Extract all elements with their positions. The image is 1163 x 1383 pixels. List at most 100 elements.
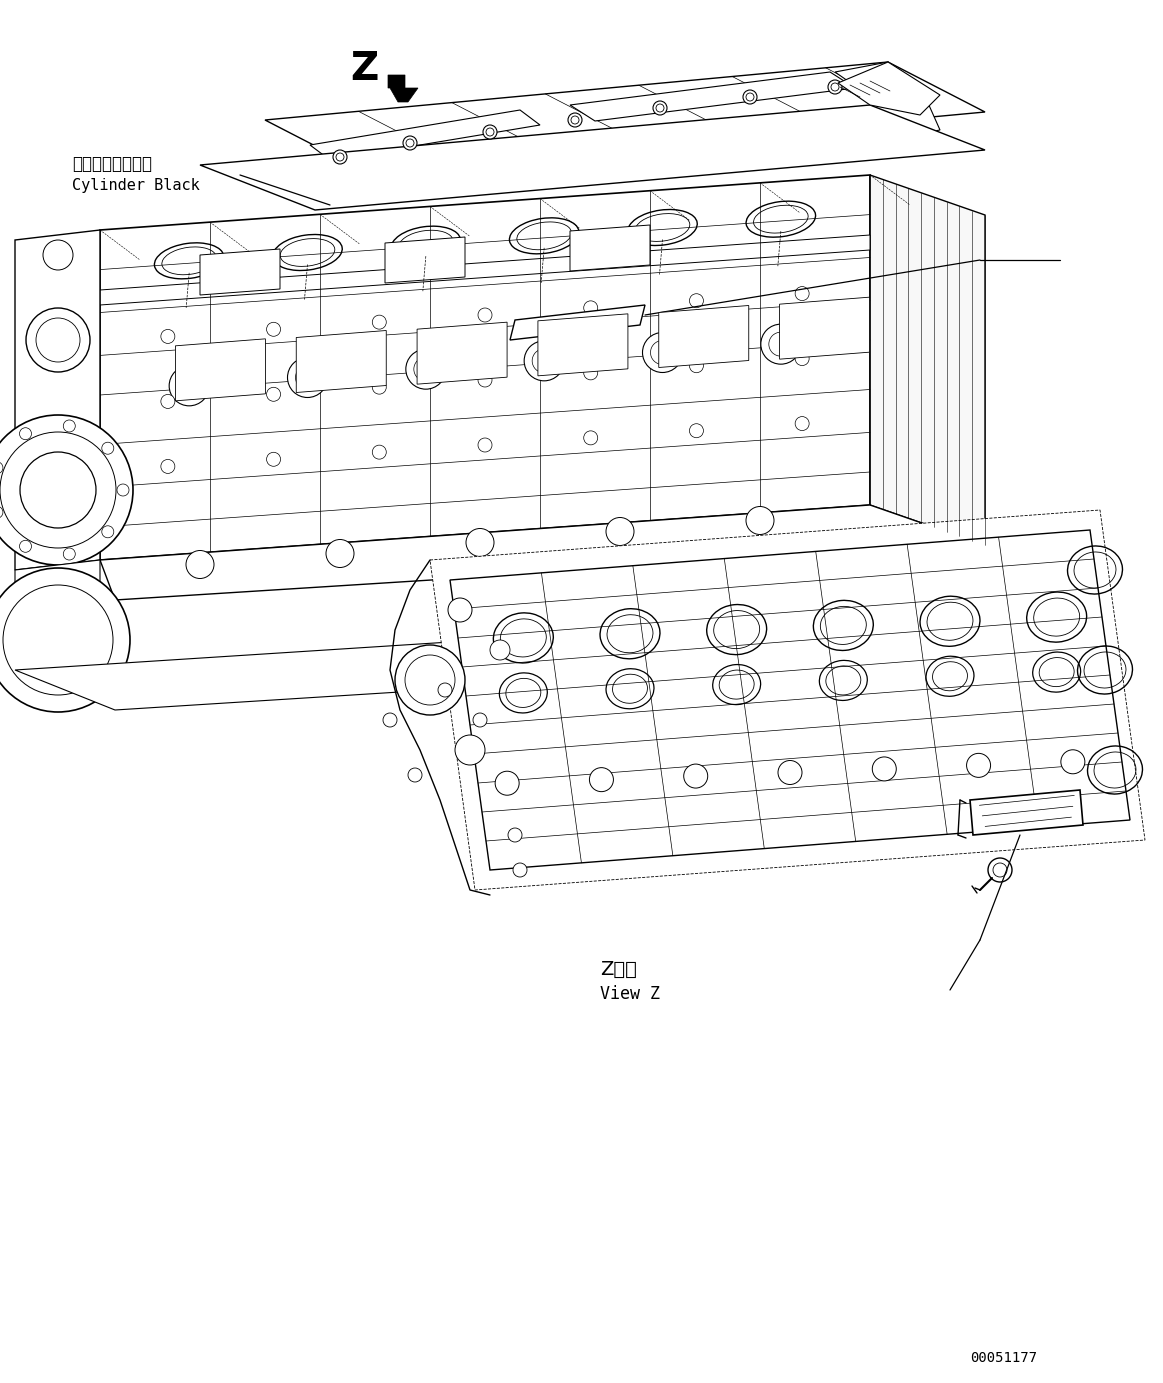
Circle shape <box>326 539 354 567</box>
Circle shape <box>495 772 519 795</box>
Circle shape <box>584 431 598 445</box>
Circle shape <box>36 318 80 362</box>
Polygon shape <box>176 339 265 401</box>
Polygon shape <box>570 72 855 120</box>
Circle shape <box>63 420 76 431</box>
Circle shape <box>652 101 668 115</box>
Circle shape <box>0 431 116 548</box>
Polygon shape <box>200 105 985 210</box>
Polygon shape <box>385 236 465 284</box>
Circle shape <box>872 757 897 781</box>
Circle shape <box>795 286 809 300</box>
Circle shape <box>795 351 809 365</box>
Circle shape <box>966 754 991 777</box>
Circle shape <box>438 683 452 697</box>
Circle shape <box>473 714 487 727</box>
Circle shape <box>490 640 511 660</box>
Polygon shape <box>430 510 1146 891</box>
Text: View Z: View Z <box>600 985 659 1003</box>
Circle shape <box>690 358 704 372</box>
Text: Cylinder Black: Cylinder Black <box>72 178 200 194</box>
Circle shape <box>406 349 445 389</box>
Circle shape <box>160 329 174 343</box>
Circle shape <box>478 308 492 322</box>
Circle shape <box>287 357 328 397</box>
Circle shape <box>832 83 839 91</box>
Circle shape <box>20 452 97 528</box>
Circle shape <box>769 332 793 357</box>
Circle shape <box>448 597 472 622</box>
Circle shape <box>266 387 280 401</box>
Circle shape <box>177 373 201 398</box>
Circle shape <box>414 357 437 382</box>
Polygon shape <box>658 306 749 368</box>
Polygon shape <box>265 62 985 170</box>
Circle shape <box>571 116 579 124</box>
Circle shape <box>989 857 1012 882</box>
Polygon shape <box>868 84 940 140</box>
Polygon shape <box>839 62 940 115</box>
Circle shape <box>26 308 90 372</box>
Polygon shape <box>870 176 985 545</box>
Polygon shape <box>15 230 100 570</box>
Circle shape <box>745 93 754 101</box>
Polygon shape <box>511 306 645 340</box>
Text: Z: Z <box>350 50 378 89</box>
Text: 00051177: 00051177 <box>970 1351 1037 1365</box>
Circle shape <box>102 526 114 538</box>
Circle shape <box>584 301 598 315</box>
Circle shape <box>745 506 775 534</box>
Circle shape <box>882 77 896 93</box>
Circle shape <box>455 734 485 765</box>
Circle shape <box>372 315 386 329</box>
Circle shape <box>160 459 174 473</box>
Polygon shape <box>970 790 1083 835</box>
Polygon shape <box>15 560 100 669</box>
Circle shape <box>513 863 527 877</box>
Circle shape <box>1061 750 1085 773</box>
Circle shape <box>993 863 1007 877</box>
Circle shape <box>478 438 492 452</box>
Circle shape <box>20 541 31 552</box>
Circle shape <box>117 484 129 496</box>
Polygon shape <box>538 314 628 376</box>
Polygon shape <box>100 176 870 560</box>
Circle shape <box>584 366 598 380</box>
Circle shape <box>650 340 675 365</box>
Circle shape <box>656 104 664 112</box>
Circle shape <box>0 568 130 712</box>
Circle shape <box>0 462 3 474</box>
Circle shape <box>395 644 465 715</box>
Circle shape <box>466 528 494 556</box>
Circle shape <box>169 366 209 405</box>
Circle shape <box>525 340 564 380</box>
Circle shape <box>690 423 704 437</box>
Circle shape <box>160 394 174 408</box>
Circle shape <box>606 517 634 545</box>
Circle shape <box>0 506 3 519</box>
Circle shape <box>20 427 31 440</box>
Circle shape <box>102 443 114 454</box>
Polygon shape <box>779 297 870 360</box>
Circle shape <box>336 154 344 160</box>
Circle shape <box>690 293 704 307</box>
Polygon shape <box>297 331 386 393</box>
Circle shape <box>333 149 347 165</box>
Circle shape <box>408 768 422 781</box>
Circle shape <box>372 445 386 459</box>
Circle shape <box>43 241 73 270</box>
Polygon shape <box>388 75 418 102</box>
Polygon shape <box>418 322 507 384</box>
Polygon shape <box>100 235 870 306</box>
Circle shape <box>590 768 613 791</box>
Circle shape <box>568 113 582 127</box>
Polygon shape <box>570 225 650 271</box>
Polygon shape <box>15 615 985 709</box>
Circle shape <box>372 380 386 394</box>
Circle shape <box>406 140 414 147</box>
Circle shape <box>0 415 133 566</box>
Circle shape <box>533 349 556 373</box>
Circle shape <box>63 548 76 560</box>
Circle shape <box>508 828 522 842</box>
Circle shape <box>761 324 801 364</box>
